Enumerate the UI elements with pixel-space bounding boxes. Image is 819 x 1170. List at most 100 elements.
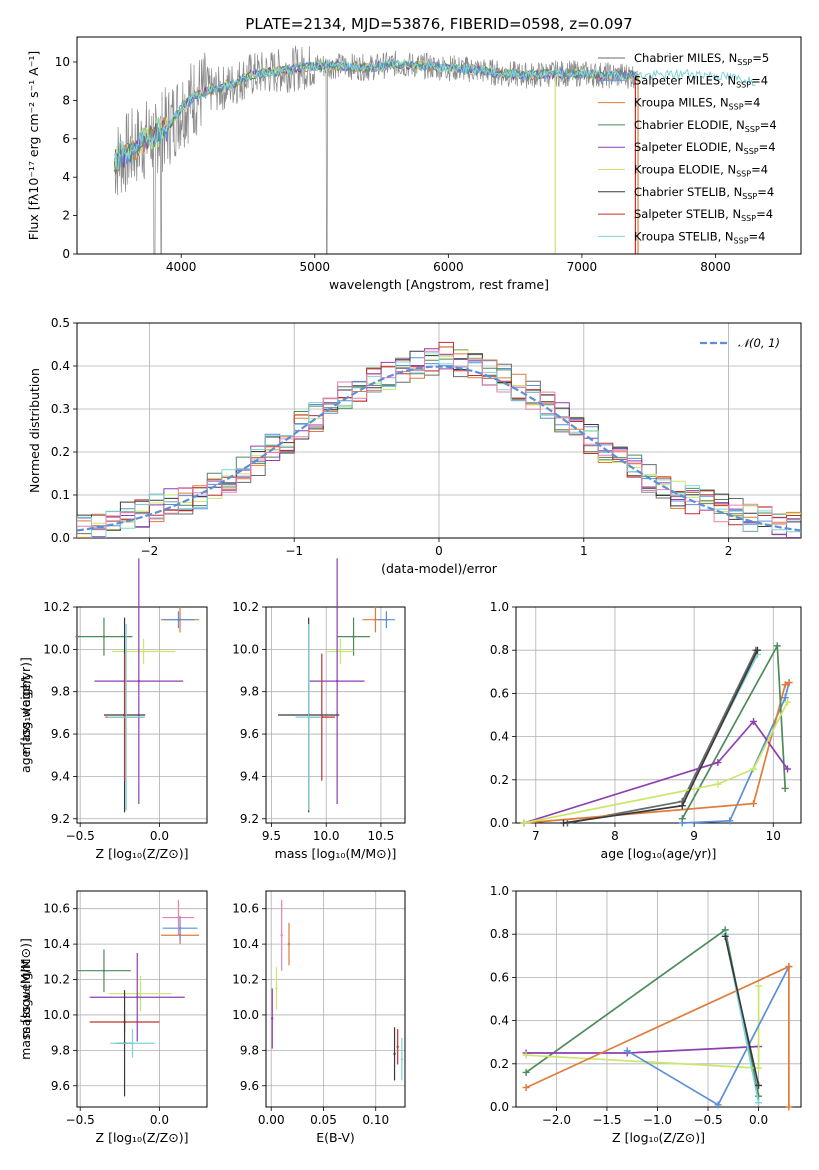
legend-label-name: Salpeter ELODIE, N [634, 140, 744, 154]
legend-label-name: Kroupa MILES, N [634, 96, 729, 110]
plus-marker [755, 1064, 763, 1072]
plus-marker [522, 1084, 530, 1092]
y-tick-label: 0.3 [51, 402, 70, 416]
y-tick-label: 10.2 [232, 600, 259, 614]
y-tick-label: 0.4 [490, 1014, 509, 1028]
axes-frame [76, 606, 208, 824]
axes-frame [265, 890, 406, 1108]
y-tick-label: 2 [62, 209, 70, 223]
y-axis-label: Flux [fλ10⁻¹⁷ erg cm⁻² s⁻¹ A⁻¹] [26, 51, 41, 240]
x-tick-label: 0.00 [258, 1113, 285, 1127]
y-tick-label: 9.8 [240, 685, 259, 699]
y-tick-label: 0.6 [490, 970, 509, 984]
data-point [142, 650, 145, 653]
x-tick-label: 8000 [700, 260, 731, 274]
y-tick-label: 0.0 [490, 1100, 509, 1114]
plus-marker [560, 819, 567, 827]
weight-line-chabrier-stelib [724, 936, 760, 1086]
y-axis-label: mass weight [18, 675, 33, 754]
y-tick-label: 0.1 [51, 488, 70, 502]
legend-label-suffix: =4 [756, 207, 773, 221]
x-tick-label: −1 [285, 544, 303, 558]
x-tick-label: 7000 [567, 260, 598, 274]
legend-label-name: Salpeter STELIB, N [634, 207, 741, 221]
data-point [385, 618, 388, 621]
chart-title: PLATE=2134, MJD=53876, FIBERID=0598, z=0… [245, 15, 632, 33]
x-tick-label: 10.5 [368, 829, 395, 843]
plus-marker [750, 765, 757, 773]
legend-label-sub: SSP [744, 147, 759, 156]
legend-label-sub: SSP [736, 170, 751, 179]
data-point [275, 987, 278, 990]
y-tick-label: 0.5 [51, 316, 70, 330]
x-tick-label: 0.10 [362, 1113, 389, 1127]
plus-marker [785, 1103, 793, 1111]
x-tick-label: 0.0 [150, 829, 169, 843]
plus-marker [678, 802, 686, 810]
legend-label-sub: SSP [737, 58, 752, 67]
data-point [374, 618, 377, 621]
plus-marker [522, 1051, 530, 1059]
legend-label-name: Kroupa ELODIE, N [634, 163, 736, 177]
y-tick-label: 10.0 [43, 642, 70, 656]
y-tick-label: 10.4 [232, 937, 259, 951]
y-axis-label: Normed distribution [27, 368, 42, 493]
y-tick-label: 9.6 [51, 727, 70, 741]
x-axis-label: age [log₁₀(age/yr)] [601, 846, 717, 861]
legend-label-name: Chabrier STELIB, N [634, 185, 742, 199]
panel-spectrum: 4000 5000 6000 7000 8000 0 2 4 6 8 10 wavelength [A… [26, 15, 802, 292]
plus-marker [755, 982, 763, 990]
x-axis-label: (data-model)/error [381, 561, 498, 576]
y-tick-label: 9.2 [51, 812, 70, 826]
y-tick-label: 0.4 [490, 730, 509, 744]
y-tick-label: 10.0 [232, 642, 259, 656]
data-point [136, 996, 139, 999]
y-tick-label: 10.2 [43, 973, 70, 987]
weight-line-kroupa-elodie [523, 701, 789, 824]
plus-marker [784, 765, 792, 773]
y-axis-label: mass [log₁₀(M/M⊙)] [18, 938, 33, 1060]
data-point [131, 1042, 134, 1045]
y-axis-label: mass weight [18, 959, 33, 1038]
y-tick-label: 9.8 [51, 685, 70, 699]
panel-mass-vs-extinction: 0.00 0.05 0.10 9.6 9.8 10.0 10.2 10.4 10.6 E(B-V) [232, 890, 406, 1145]
axes-frame [76, 36, 802, 255]
x-tick-label: 1 [580, 544, 588, 558]
x-tick-label: −0.5 [66, 1113, 95, 1127]
legend-label-suffix: =4 [749, 229, 766, 243]
plus-marker [750, 800, 757, 808]
y-tick-label: 0.8 [490, 643, 509, 657]
data-point [139, 992, 142, 995]
x-tick-label: 0.0 [749, 1113, 768, 1127]
axes-frame [76, 890, 208, 1108]
panel-residual-histogram: −2 −1 0 1 2 0.0 0.1 0.2 0.3 0.4 0.5 (data-model)/er… [27, 316, 802, 576]
y-tick-label: 0.0 [490, 816, 509, 830]
y-tick-label: 1.0 [490, 884, 509, 898]
y-tick-label: 10 [55, 55, 70, 69]
y-tick-label: 9.8 [51, 1043, 70, 1057]
x-axis-label: wavelength [Angstrom, rest frame] [329, 277, 549, 292]
x-axis-label: Z [log₁₀(Z/Z⊙)] [612, 1130, 705, 1145]
legend-label-name: Chabrier MILES, N [634, 51, 737, 65]
y-tick-label: 10.6 [232, 902, 259, 916]
legend-label-sub: SSP [742, 192, 757, 201]
data-point [177, 618, 180, 621]
legend-label-sub: SSP [741, 214, 756, 223]
weight-line-kroupa-miles [523, 681, 790, 824]
y-tick-label: 6 [62, 132, 70, 146]
histogram-hist_extra [77, 350, 801, 538]
data-point [178, 926, 182, 930]
y-tick-label: 1.0 [490, 600, 509, 614]
plus-marker [678, 815, 686, 823]
x-tick-label: −1.0 [643, 1113, 672, 1127]
plus-marker [520, 819, 528, 827]
x-axis-label: mass [log₁₀(M/M⊙)] [275, 846, 397, 861]
plus-marker [755, 1099, 763, 1107]
weight-line-kroupa-elodie [526, 986, 760, 1069]
y-tick-label: 0 [62, 247, 70, 261]
plus-marker [522, 1068, 530, 1076]
data-point [177, 916, 180, 919]
x-tick-label: 0 [435, 544, 443, 558]
legend-label-suffix: =4 [751, 73, 768, 87]
